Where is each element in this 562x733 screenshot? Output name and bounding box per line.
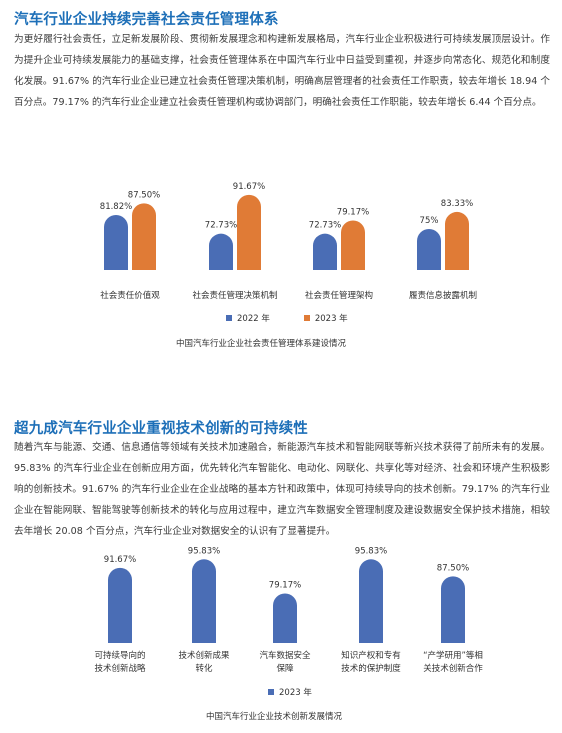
section2-paragraph: 随着汽车与能源、交通、信息通信等领域有关技术加速融合，新能源汽车技术和智能网联等… (14, 442, 550, 537)
bar-3-1 (445, 211, 469, 270)
category-label-0-1: 技术创新战略 (94, 663, 146, 674)
bar-2-0 (313, 233, 337, 270)
section2-title: 超九成汽车行业企业重视技术创新的可持续性 (14, 421, 308, 437)
section1-title: 汽车行业企业持续完善社会责任管理体系 (14, 12, 279, 28)
category-label-2-0: 社会责任管理架构 (305, 290, 373, 301)
data-label-3-0: 95.83% (355, 546, 387, 556)
data-label-2-1: 79.17% (337, 207, 369, 217)
category-label-1-0: 社会责任管理决策机制 (192, 290, 277, 301)
chart1-legend: 2022 年 2023 年 (226, 312, 382, 324)
category-label-4-1: 关技术创新合作 (423, 663, 483, 674)
data-label-3-0: 75% (420, 216, 439, 226)
category-label-3-1: 技术的保护制度 (341, 663, 401, 674)
data-label-1-0: 95.83% (188, 546, 220, 556)
data-label-2-0: 72.73% (309, 221, 341, 231)
bar-3-0 (359, 559, 383, 643)
section1-paragraph: 为更好履行社会责任，立足新发展阶段、贯彻新发展理念和构建新发展格局，汽车行业企业… (14, 34, 550, 108)
category-label-0-0: 社会责任价值观 (100, 290, 160, 301)
bar-4-0 (441, 576, 465, 643)
category-label-1-0: 技术创新成果 (178, 650, 230, 661)
bar-0-0 (108, 567, 132, 643)
category-label-0-0: 可持续导向的 (94, 650, 145, 661)
category-label-3-0: 知识产权和专有 (341, 650, 401, 661)
bar-1-0 (192, 559, 216, 643)
bar-0-1 (132, 203, 156, 270)
legend-swatch-2022 (226, 315, 232, 321)
data-label-0-1: 87.50% (128, 190, 160, 200)
data-label-2-0: 79.17% (269, 580, 301, 590)
bar-1-1 (237, 194, 261, 270)
legend-item-2023: 2023 年 (303, 312, 348, 324)
legend-label-2023: 2023 年 (314, 314, 348, 324)
legend-swatch-2023-b (268, 689, 274, 695)
chart2-legend: 2023 年 (268, 686, 312, 698)
bar-2-0 (273, 593, 297, 643)
data-label-4-0: 87.50% (437, 563, 469, 573)
category-label-4-0: “产学研用”等相 (423, 650, 483, 661)
legend-item-2022: 2022 年 (226, 312, 270, 324)
legend-label-2023-b: 2023 年 (279, 688, 312, 698)
category-label-2-1: 保障 (276, 663, 294, 674)
legend-swatch-2023 (303, 315, 310, 321)
data-label-1-1: 91.67% (233, 182, 265, 192)
chart2-caption: 中国汽车行业企业技术创新发展情况 (206, 712, 343, 722)
data-label-0-0: 91.67% (104, 555, 136, 565)
legend-item-2023-b: 2023 年 (268, 686, 312, 698)
chart1-caption: 中国汽车行业企业社会责任管理体系建设情况 (176, 339, 347, 349)
category-label-3-0: 履责信息披露机制 (409, 290, 477, 301)
data-label-1-0: 72.73% (205, 221, 237, 231)
data-label-3-1: 83.33% (441, 199, 473, 209)
category-label-2-0: 汽车数据安全 (259, 650, 311, 661)
chart1-csr-management: 81.82% 87.50% 社会责任价值观 72.73% 91.67% 社会责任管理决策机… (100, 182, 477, 301)
legend-label-2022: 2022 年 (237, 314, 270, 324)
bar-0-0 (104, 215, 128, 270)
data-label-0-0: 81.82% (100, 202, 132, 212)
bar-1-0 (209, 233, 233, 270)
bar-2-1 (341, 220, 365, 270)
bar-3-0 (417, 229, 441, 270)
category-label-1-1: 转化 (195, 663, 213, 674)
